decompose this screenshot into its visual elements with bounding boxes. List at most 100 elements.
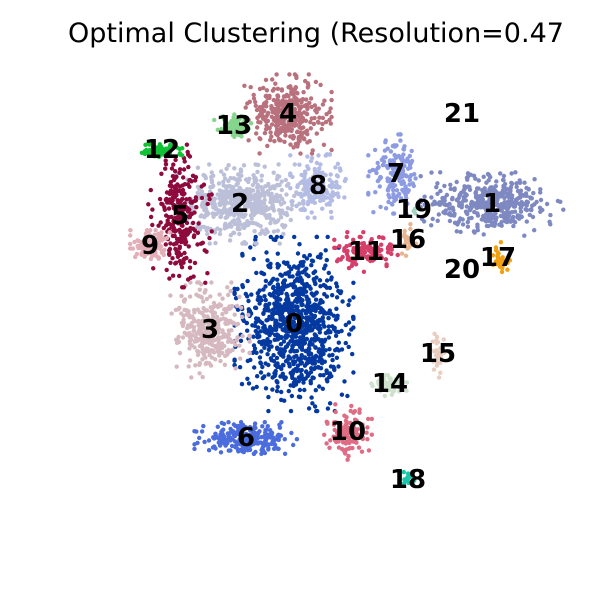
point-cluster-0 — [297, 242, 302, 247]
point-cluster-2 — [215, 226, 220, 231]
point-cluster-6 — [235, 441, 241, 446]
point-cluster-1 — [432, 201, 438, 206]
point-cluster-1 — [461, 187, 467, 192]
point-cluster-2 — [255, 182, 260, 188]
point-cluster-2 — [259, 178, 264, 183]
point-cluster-4 — [264, 88, 270, 93]
point-cluster-11 — [384, 262, 389, 267]
point-cluster-5 — [187, 265, 193, 270]
point-cluster-3 — [201, 350, 206, 355]
point-cluster-5 — [168, 241, 173, 246]
point-cluster-4 — [271, 117, 277, 123]
point-cluster-7 — [399, 196, 404, 201]
point-cluster-2 — [253, 221, 259, 226]
point-cluster-7 — [406, 166, 411, 171]
point-cluster-1 — [540, 207, 545, 213]
point-cluster-1 — [514, 184, 519, 190]
point-cluster-18 — [409, 474, 414, 479]
point-cluster-6 — [240, 440, 245, 446]
point-cluster-16 — [413, 241, 419, 246]
point-cluster-2 — [266, 192, 271, 197]
point-cluster-4 — [271, 97, 276, 103]
point-cluster-3 — [247, 339, 252, 344]
point-cluster-4 — [268, 130, 273, 135]
point-cluster-4 — [301, 125, 306, 130]
cluster-label-18: 18 — [390, 465, 426, 495]
point-cluster-1 — [511, 204, 517, 209]
point-cluster-16 — [402, 232, 407, 237]
point-cluster-0 — [251, 256, 256, 262]
point-cluster-3 — [213, 357, 218, 362]
point-cluster-0 — [252, 323, 258, 328]
point-cluster-0 — [330, 357, 335, 363]
point-cluster-2 — [226, 209, 231, 215]
point-cluster-0 — [270, 387, 275, 392]
point-cluster-5 — [185, 149, 190, 155]
point-cluster-15 — [434, 363, 440, 368]
cluster-label-6: 6 — [237, 423, 255, 453]
point-cluster-4 — [277, 115, 282, 120]
point-cluster-0 — [307, 342, 312, 347]
point-cluster-1 — [516, 196, 521, 201]
point-cluster-0 — [275, 251, 280, 256]
point-cluster-4 — [270, 77, 275, 82]
point-cluster-1 — [509, 180, 514, 186]
point-cluster-1 — [496, 203, 502, 208]
point-cluster-3 — [218, 303, 224, 308]
point-cluster-1 — [429, 223, 434, 228]
point-cluster-1 — [509, 198, 514, 204]
point-cluster-8 — [333, 165, 338, 170]
point-cluster-10 — [351, 425, 357, 430]
point-cluster-0 — [287, 274, 292, 279]
point-cluster-10 — [350, 439, 355, 444]
point-cluster-8 — [299, 194, 304, 199]
point-cluster-4 — [297, 124, 302, 130]
point-cluster-4 — [276, 99, 281, 104]
point-cluster-5 — [158, 220, 163, 225]
point-cluster-3 — [182, 297, 188, 302]
point-cluster-9 — [143, 234, 148, 240]
point-cluster-2 — [202, 214, 207, 220]
point-cluster-14 — [401, 379, 406, 385]
point-cluster-3 — [173, 307, 178, 313]
point-cluster-0 — [266, 408, 271, 414]
point-cluster-1 — [526, 186, 531, 192]
point-cluster-0 — [308, 381, 313, 386]
point-cluster-16 — [408, 226, 413, 232]
point-cluster-3 — [215, 330, 221, 335]
point-cluster-5 — [180, 285, 185, 290]
point-cluster-8 — [299, 172, 304, 178]
point-cluster-3 — [187, 358, 193, 363]
point-cluster-0 — [249, 292, 254, 297]
point-cluster-7 — [377, 184, 382, 189]
point-cluster-1 — [499, 208, 504, 213]
point-cluster-3 — [204, 346, 209, 351]
point-cluster-0 — [251, 334, 256, 339]
point-cluster-6 — [192, 446, 197, 452]
point-cluster-8 — [328, 172, 333, 177]
point-cluster-0 — [300, 270, 305, 275]
point-cluster-1 — [544, 201, 550, 207]
point-cluster-5 — [163, 166, 168, 171]
point-cluster-3 — [217, 349, 222, 354]
point-cluster-6 — [262, 420, 267, 425]
point-cluster-13 — [232, 112, 237, 117]
point-cluster-5 — [170, 273, 176, 278]
point-cluster-3 — [235, 321, 241, 327]
point-cluster-4 — [311, 121, 317, 127]
point-cluster-15 — [432, 331, 437, 336]
cluster-label-15: 15 — [420, 339, 456, 369]
point-cluster-4 — [255, 115, 260, 121]
point-cluster-2 — [249, 220, 254, 225]
point-cluster-3 — [200, 357, 205, 362]
point-cluster-9 — [156, 244, 161, 249]
point-cluster-1 — [473, 202, 478, 207]
point-cluster-6 — [215, 424, 220, 429]
point-cluster-5 — [166, 215, 172, 220]
point-cluster-5 — [171, 202, 177, 208]
point-cluster-9 — [135, 243, 140, 249]
point-cluster-0 — [248, 245, 253, 250]
point-cluster-6 — [236, 423, 241, 429]
point-cluster-2 — [221, 179, 226, 185]
point-cluster-0 — [307, 346, 312, 352]
